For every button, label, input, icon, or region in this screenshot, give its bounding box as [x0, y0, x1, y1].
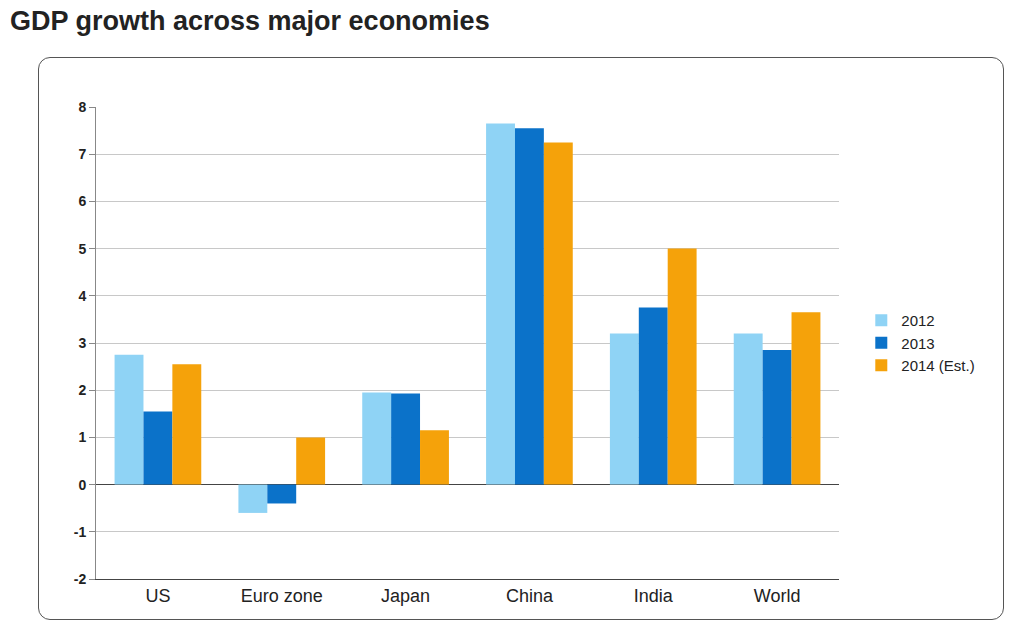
- svg-text:Euro zone: Euro zone: [241, 586, 323, 606]
- svg-text:2013: 2013: [901, 335, 934, 352]
- svg-text:2012: 2012: [901, 312, 934, 329]
- svg-text:-2: -2: [74, 571, 87, 587]
- svg-text:0: 0: [78, 477, 86, 493]
- svg-text:2: 2: [78, 382, 86, 398]
- svg-text:Japan: Japan: [381, 586, 430, 606]
- html-text:GDP growth across major econom: GDP growth across major economies: [10, 6, 490, 36]
- svg-text:8: 8: [78, 99, 86, 115]
- svg-text:3: 3: [78, 335, 86, 351]
- svg-text:China: China: [506, 586, 554, 606]
- svg-text:-1: -1: [74, 524, 87, 540]
- svg-text:India: India: [634, 586, 674, 606]
- svg-text:6: 6: [78, 193, 86, 209]
- svg-text:2014 (Est.): 2014 (Est.): [901, 357, 974, 374]
- svg-text:1: 1: [78, 429, 86, 445]
- svg-text:World: World: [754, 586, 801, 606]
- svg-text:7: 7: [78, 146, 86, 162]
- svg-text:US: US: [145, 586, 170, 606]
- svg-text:4: 4: [78, 288, 86, 304]
- svg-text:5: 5: [78, 241, 86, 257]
